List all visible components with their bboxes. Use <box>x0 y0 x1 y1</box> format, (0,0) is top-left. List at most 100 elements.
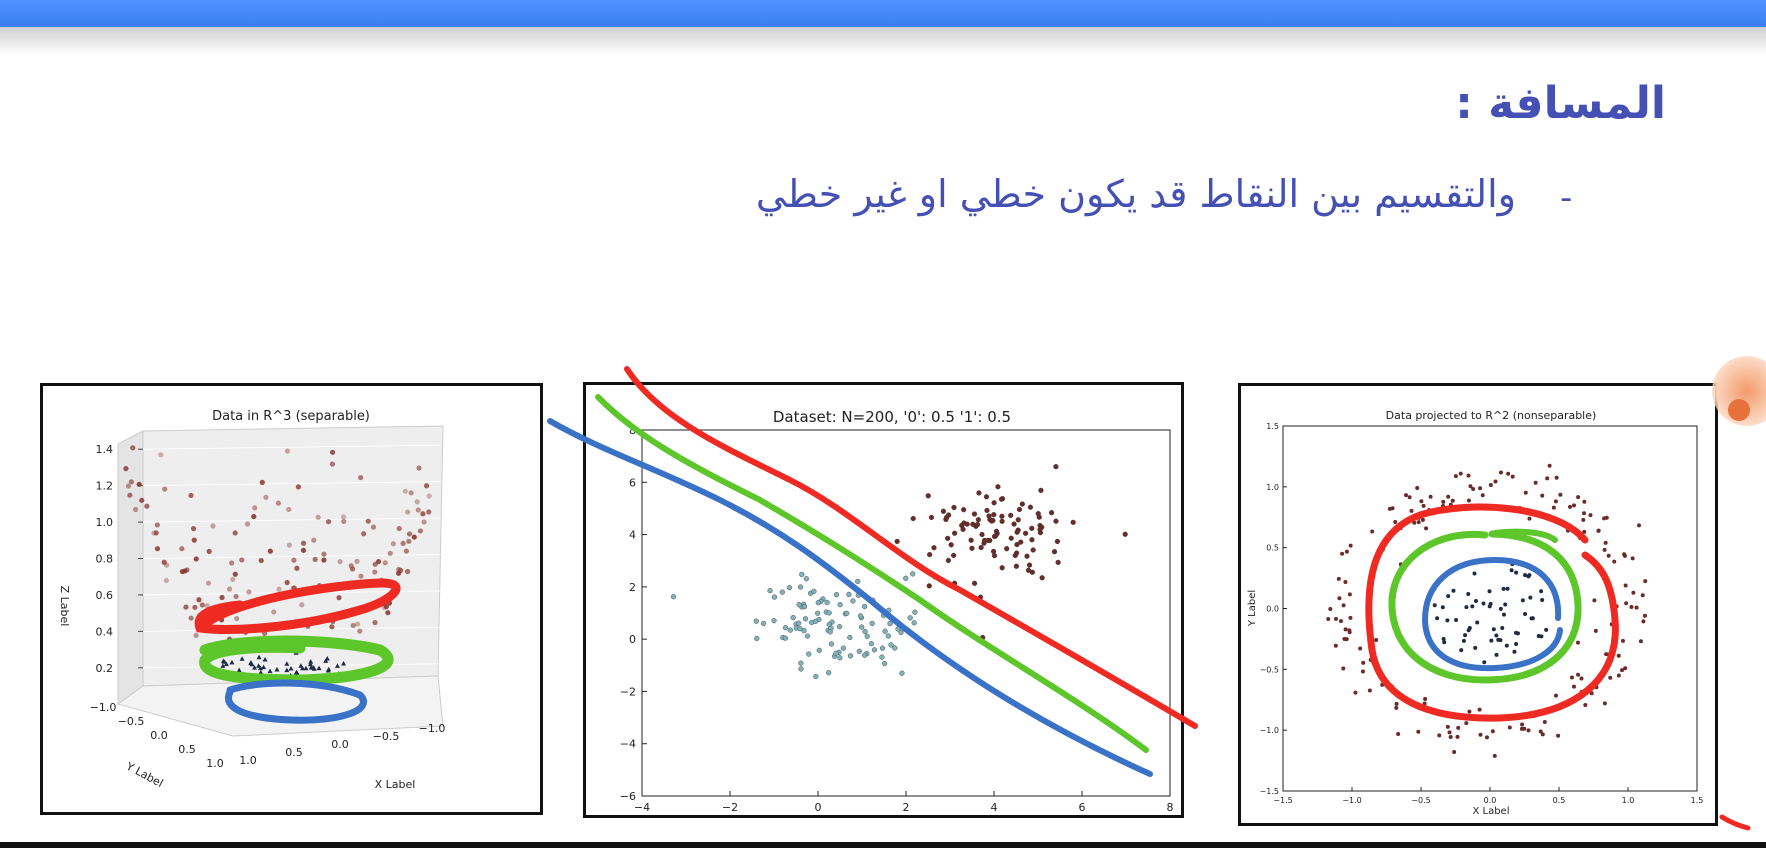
chart-ring-inner-point <box>1503 602 1508 607</box>
chart-linear-point <box>1054 538 1061 545</box>
chart-3d-outer-point <box>158 452 164 458</box>
chart-ring-outer-point <box>1347 592 1352 597</box>
chart-linear-point <box>899 670 905 676</box>
chart-3d-outer-point <box>127 492 133 498</box>
chart-3d-outer-point <box>372 569 378 575</box>
chart-ring-inner-point <box>1470 604 1475 609</box>
chart-linear-point <box>910 571 916 577</box>
chart-ring-outer-point <box>1608 675 1613 680</box>
chart-linear-point <box>798 660 804 666</box>
chart-3d-outer-point <box>375 558 382 565</box>
chart-linear-ytick-label: −4 <box>620 738 636 751</box>
chart-ring-outer-point <box>1575 640 1580 645</box>
chart-linear-point <box>990 548 997 555</box>
chart-ring-inner-point <box>1528 595 1533 600</box>
chart-linear-point <box>1013 563 1019 569</box>
chart-3d-outer-point <box>354 558 360 564</box>
side-navigation-dot-icon[interactable] <box>1728 399 1750 421</box>
chart-ring-outer-point <box>1569 675 1574 680</box>
chart-linear-point <box>892 645 898 651</box>
chart-3d-outer-point <box>136 481 142 487</box>
chart-linear-point <box>1048 510 1055 516</box>
chart-ring-inner-point <box>1473 598 1478 603</box>
chart-ring-xtick-label: 0.5 <box>1553 796 1566 805</box>
chart-ring-outer-point <box>1421 503 1426 508</box>
chart-ring-outer-point <box>1427 508 1432 513</box>
chart-3d-outer-point <box>330 618 336 624</box>
chart-ring-outer-point <box>1387 506 1392 511</box>
chart-linear-point <box>798 666 804 672</box>
chart-linear-point <box>926 583 932 589</box>
chart-3d-outer-point <box>421 519 427 525</box>
chart-3d-outer-point <box>196 612 203 618</box>
chart-linear-point <box>951 504 957 511</box>
chart-ring-outer-point <box>1467 709 1472 714</box>
slide-heading: المسافة : <box>1455 78 1666 129</box>
chart-3d-outer-point <box>154 546 161 552</box>
chart-ring-outer-point <box>1545 476 1550 481</box>
chart-ring-outer-point <box>1502 716 1507 721</box>
chart-ring-outer-point <box>1404 493 1409 498</box>
chart-3d-side-pane <box>117 430 144 705</box>
chart-3d-outer-point <box>379 577 385 583</box>
chart-3d-ytick-label: −1.0 <box>90 701 117 714</box>
chart-ring-outer-point <box>1445 724 1450 729</box>
chart-3d-outer-point <box>336 595 342 601</box>
chart-ring-outer-point <box>1558 492 1563 497</box>
chart-3d-outer-point <box>372 619 378 626</box>
chart-linear-point <box>886 607 892 613</box>
chart-linear-xtick-label: 2 <box>903 801 910 814</box>
chart-ring-outer-point <box>1477 707 1482 712</box>
chart-ring-xtick-label: 1.5 <box>1691 796 1704 805</box>
chart-ring-outer-point <box>1420 517 1425 522</box>
chart-ring-outer-point <box>1396 732 1401 737</box>
chart-ring-inner-point <box>1500 625 1505 630</box>
chart-ring-outer-point <box>1328 607 1333 612</box>
chart-ring-outer-point <box>1393 520 1398 525</box>
chart-ring-outer-point <box>1576 495 1581 500</box>
chart-3d-outer-point <box>350 622 356 629</box>
chart-linear-point <box>882 628 888 634</box>
chart-linear-point <box>1036 514 1042 520</box>
chart-linear-point <box>969 545 975 551</box>
chart-ring-outer-point <box>1602 701 1607 706</box>
chart-3d-outer-point <box>300 540 307 546</box>
chart-3d-outer-point <box>423 483 430 489</box>
chart-ring-outer-point <box>1478 486 1483 491</box>
chart-ring-xtick-label: 1.0 <box>1622 796 1635 805</box>
chart-3d-ztick-label: 0.8 <box>96 553 114 566</box>
chart-3d-ztick-label: 1.2 <box>96 480 114 493</box>
chart-3d-outer-point <box>405 509 411 515</box>
chart-linear-point <box>979 531 985 538</box>
chart-linear-point <box>670 594 677 600</box>
chart-3d-outer-point <box>179 568 186 575</box>
chart-3d-outer-point <box>316 582 323 589</box>
chart-3d-outer-point <box>354 621 361 627</box>
chart-ring-outer-point <box>1441 504 1446 509</box>
chart-3d-outer-point <box>382 560 388 566</box>
chart-3d-outer-point <box>415 507 421 513</box>
chart-3d-outer-point <box>226 636 233 642</box>
chart-ring-ytick-label: 0.0 <box>1266 605 1279 614</box>
chart-ring-outer-point <box>1337 596 1342 601</box>
chart-ring-outer-point <box>1466 498 1471 503</box>
chart-3d-outer-point <box>154 522 160 528</box>
chart-linear-point <box>991 553 998 559</box>
chart-linear-point <box>799 571 805 578</box>
chart-ring-outer-point <box>1339 619 1344 624</box>
chart-linear-point <box>968 537 974 543</box>
chart-3d-outer-point <box>349 566 356 572</box>
chart-ring-ytick-label: −0.5 <box>1260 665 1279 674</box>
chart-3d-outer-point <box>271 609 277 615</box>
chart-ring-outer-point <box>1551 505 1556 510</box>
chart-3d-outer-point <box>406 531 413 537</box>
chart-ring-inner-point <box>1473 645 1478 650</box>
chart-ring-inner-point <box>1432 603 1437 608</box>
chart-ring-outer-point <box>1631 590 1636 595</box>
chart-ring-outer-point <box>1641 619 1646 624</box>
chart-3d-outer-point <box>153 530 159 536</box>
chart-3d-outer-point <box>417 528 424 534</box>
chart-linear-point <box>782 635 789 641</box>
chart-ring-outer-point <box>1448 734 1453 739</box>
chart-linear-point <box>910 515 916 522</box>
